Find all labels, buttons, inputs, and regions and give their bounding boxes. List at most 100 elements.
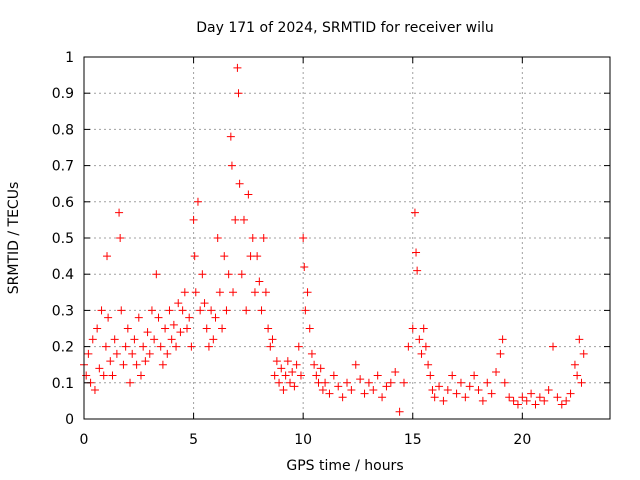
data-point xyxy=(307,349,316,358)
data-point xyxy=(513,400,522,409)
data-point xyxy=(456,378,465,387)
data-point xyxy=(163,349,172,358)
data-point xyxy=(200,299,209,308)
data-point xyxy=(141,357,150,366)
data-point xyxy=(299,234,308,242)
data-point xyxy=(239,215,248,224)
data-point xyxy=(404,342,413,351)
data-point xyxy=(318,386,327,395)
data-point xyxy=(428,386,437,395)
y-tick-label: 0 xyxy=(65,412,74,428)
data-point xyxy=(275,378,284,387)
data-point xyxy=(152,270,161,279)
data-point xyxy=(316,364,325,373)
data-point xyxy=(540,396,549,405)
data-point xyxy=(268,335,277,344)
data-point xyxy=(338,393,347,402)
data-point xyxy=(461,393,470,402)
data-point xyxy=(233,63,242,72)
y-tick-label: 0.4 xyxy=(52,267,74,283)
data-point xyxy=(174,299,183,308)
data-point xyxy=(575,335,584,344)
y-tick-label: 0.6 xyxy=(52,195,74,211)
data-point xyxy=(343,378,351,387)
data-point xyxy=(187,342,196,351)
data-point xyxy=(312,371,321,380)
data-point xyxy=(474,386,483,395)
data-point xyxy=(255,277,264,286)
data-point xyxy=(112,349,121,358)
data-point xyxy=(161,324,170,333)
data-point xyxy=(82,371,91,380)
y-tick-label: 0.2 xyxy=(52,340,74,356)
data-point xyxy=(193,197,202,206)
data-point xyxy=(300,262,309,271)
x-axis-label: GPS time / hours xyxy=(286,458,403,474)
y-tick-label: 0.9 xyxy=(52,86,74,102)
data-point xyxy=(500,378,509,387)
data-point xyxy=(509,396,518,405)
data-point xyxy=(191,288,200,297)
data-point xyxy=(139,342,148,351)
data-point xyxy=(535,393,544,402)
data-point xyxy=(570,360,579,369)
data-point xyxy=(167,335,176,344)
y-tick-label: 0.8 xyxy=(52,122,74,138)
data-point xyxy=(104,313,113,322)
data-point xyxy=(117,306,126,315)
data-point xyxy=(172,342,181,351)
data-point xyxy=(180,288,189,297)
data-point xyxy=(277,364,286,373)
x-tick-label: 5 xyxy=(189,432,198,448)
data-point xyxy=(408,324,417,333)
data-point xyxy=(185,313,194,322)
data-point xyxy=(209,335,218,344)
data-point xyxy=(189,215,198,224)
data-point xyxy=(253,252,262,261)
data-point xyxy=(364,378,373,387)
data-point xyxy=(351,360,360,369)
data-point xyxy=(419,324,428,333)
data-point xyxy=(134,313,143,322)
data-point xyxy=(305,324,314,333)
data-point xyxy=(549,342,558,351)
data-point xyxy=(115,208,124,217)
data-point xyxy=(294,342,303,351)
data-point xyxy=(279,386,288,395)
data-point xyxy=(99,371,108,380)
data-point xyxy=(334,382,343,391)
data-point xyxy=(227,161,236,170)
data-point xyxy=(562,396,571,405)
data-point xyxy=(229,288,238,297)
data-point xyxy=(579,349,588,358)
data-point xyxy=(143,328,152,337)
data-point xyxy=(213,234,222,242)
data-point xyxy=(121,342,130,351)
data-point xyxy=(211,313,220,322)
data-point xyxy=(128,349,137,358)
data-point xyxy=(522,396,531,405)
data-point xyxy=(234,89,243,98)
y-tick-label: 0.3 xyxy=(52,303,74,319)
data-point xyxy=(386,378,395,387)
data-point xyxy=(88,335,97,344)
data-point xyxy=(248,234,257,242)
data-point xyxy=(178,306,187,315)
x-tick-label: 10 xyxy=(294,432,312,448)
grid-lines xyxy=(84,57,610,419)
data-point xyxy=(518,393,527,402)
data-point xyxy=(264,324,273,333)
y-axis-label: SRMTID / TECUs xyxy=(6,182,22,295)
data-point xyxy=(190,252,199,261)
data-point xyxy=(123,324,132,333)
data-point xyxy=(417,349,426,358)
data-point xyxy=(373,371,382,380)
data-point xyxy=(204,342,213,351)
data-point xyxy=(231,215,240,224)
data-point xyxy=(220,252,229,261)
data-point xyxy=(492,367,501,376)
data-point xyxy=(487,389,496,398)
data-point xyxy=(553,393,562,402)
axis-ticks: 00.10.20.30.40.50.60.70.80.910 5 10 15 20 xyxy=(52,50,610,448)
